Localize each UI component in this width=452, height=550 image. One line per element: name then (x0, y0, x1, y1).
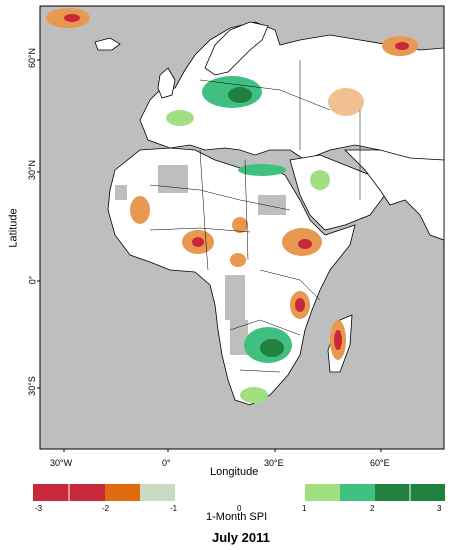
lon-label-30w: 30°W (50, 458, 73, 468)
spi-dry-area (232, 217, 248, 233)
spi-extreme-dry-area (192, 237, 204, 247)
spi-extreme-wet-area (260, 339, 284, 357)
country-borders (149, 60, 361, 373)
land-iceland (94, 37, 121, 51)
spi-dry-area (130, 196, 150, 224)
nodata-patch (158, 165, 188, 193)
lat-label-30n: 30°N (27, 159, 38, 181)
lat-label-60n: 60°N (27, 47, 38, 69)
legend-swatch-severe-dry (105, 484, 140, 501)
legend-colorbar (33, 484, 445, 501)
lat-label-0: 0° (27, 275, 38, 285)
legend-label-neg2: -2 (102, 504, 110, 513)
land-scandinavia (204, 21, 269, 76)
legend-swatch-moderate-wet (305, 484, 340, 501)
spi-wet-area (166, 110, 194, 126)
spi-dry-area (230, 253, 246, 267)
spi-extreme-dry-area (334, 330, 342, 350)
land-asia (344, 149, 445, 241)
spi-extreme-wet-area (228, 87, 252, 103)
nodata-patch (258, 195, 286, 215)
spi-dry-area (328, 88, 364, 116)
land-britain (157, 67, 176, 99)
legend-label-0: 0 (237, 504, 242, 513)
nodata-patch (115, 185, 127, 200)
lon-label-0: 0° (162, 458, 171, 468)
legend-swatch-very-wet (340, 484, 375, 501)
lat-label-30s: 30°S (26, 376, 37, 396)
spi-wet-area (310, 170, 330, 190)
legend-title: 1-Month SPI (206, 511, 268, 523)
lon-label-30e: 30°E (264, 458, 284, 468)
lon-label-60e: 60°E (370, 458, 390, 468)
y-axis-title: Latitude (7, 208, 20, 248)
nodata-patch (225, 275, 245, 320)
legend-swatch-moderate-dry (140, 484, 175, 501)
legend-label-2: 2 (370, 504, 375, 513)
legend-label-neg3: -3 (35, 504, 43, 513)
spi-extreme-dry-area (64, 14, 80, 22)
x-axis-title: Longitude (210, 466, 259, 478)
spi-extreme-dry-area (298, 239, 312, 249)
legend-label-3: 3 (437, 504, 442, 513)
spi-extreme-dry-area (395, 42, 409, 50)
legend-label-neg1: -1 (170, 504, 178, 513)
spi-wet-area (238, 164, 286, 176)
map-caption: July 2011 (212, 530, 270, 545)
legend-label-1: 1 (302, 504, 307, 513)
spi-wet-area (240, 387, 268, 403)
axis-ticks (37, 59, 382, 452)
spi-extreme-dry-area (295, 298, 305, 312)
